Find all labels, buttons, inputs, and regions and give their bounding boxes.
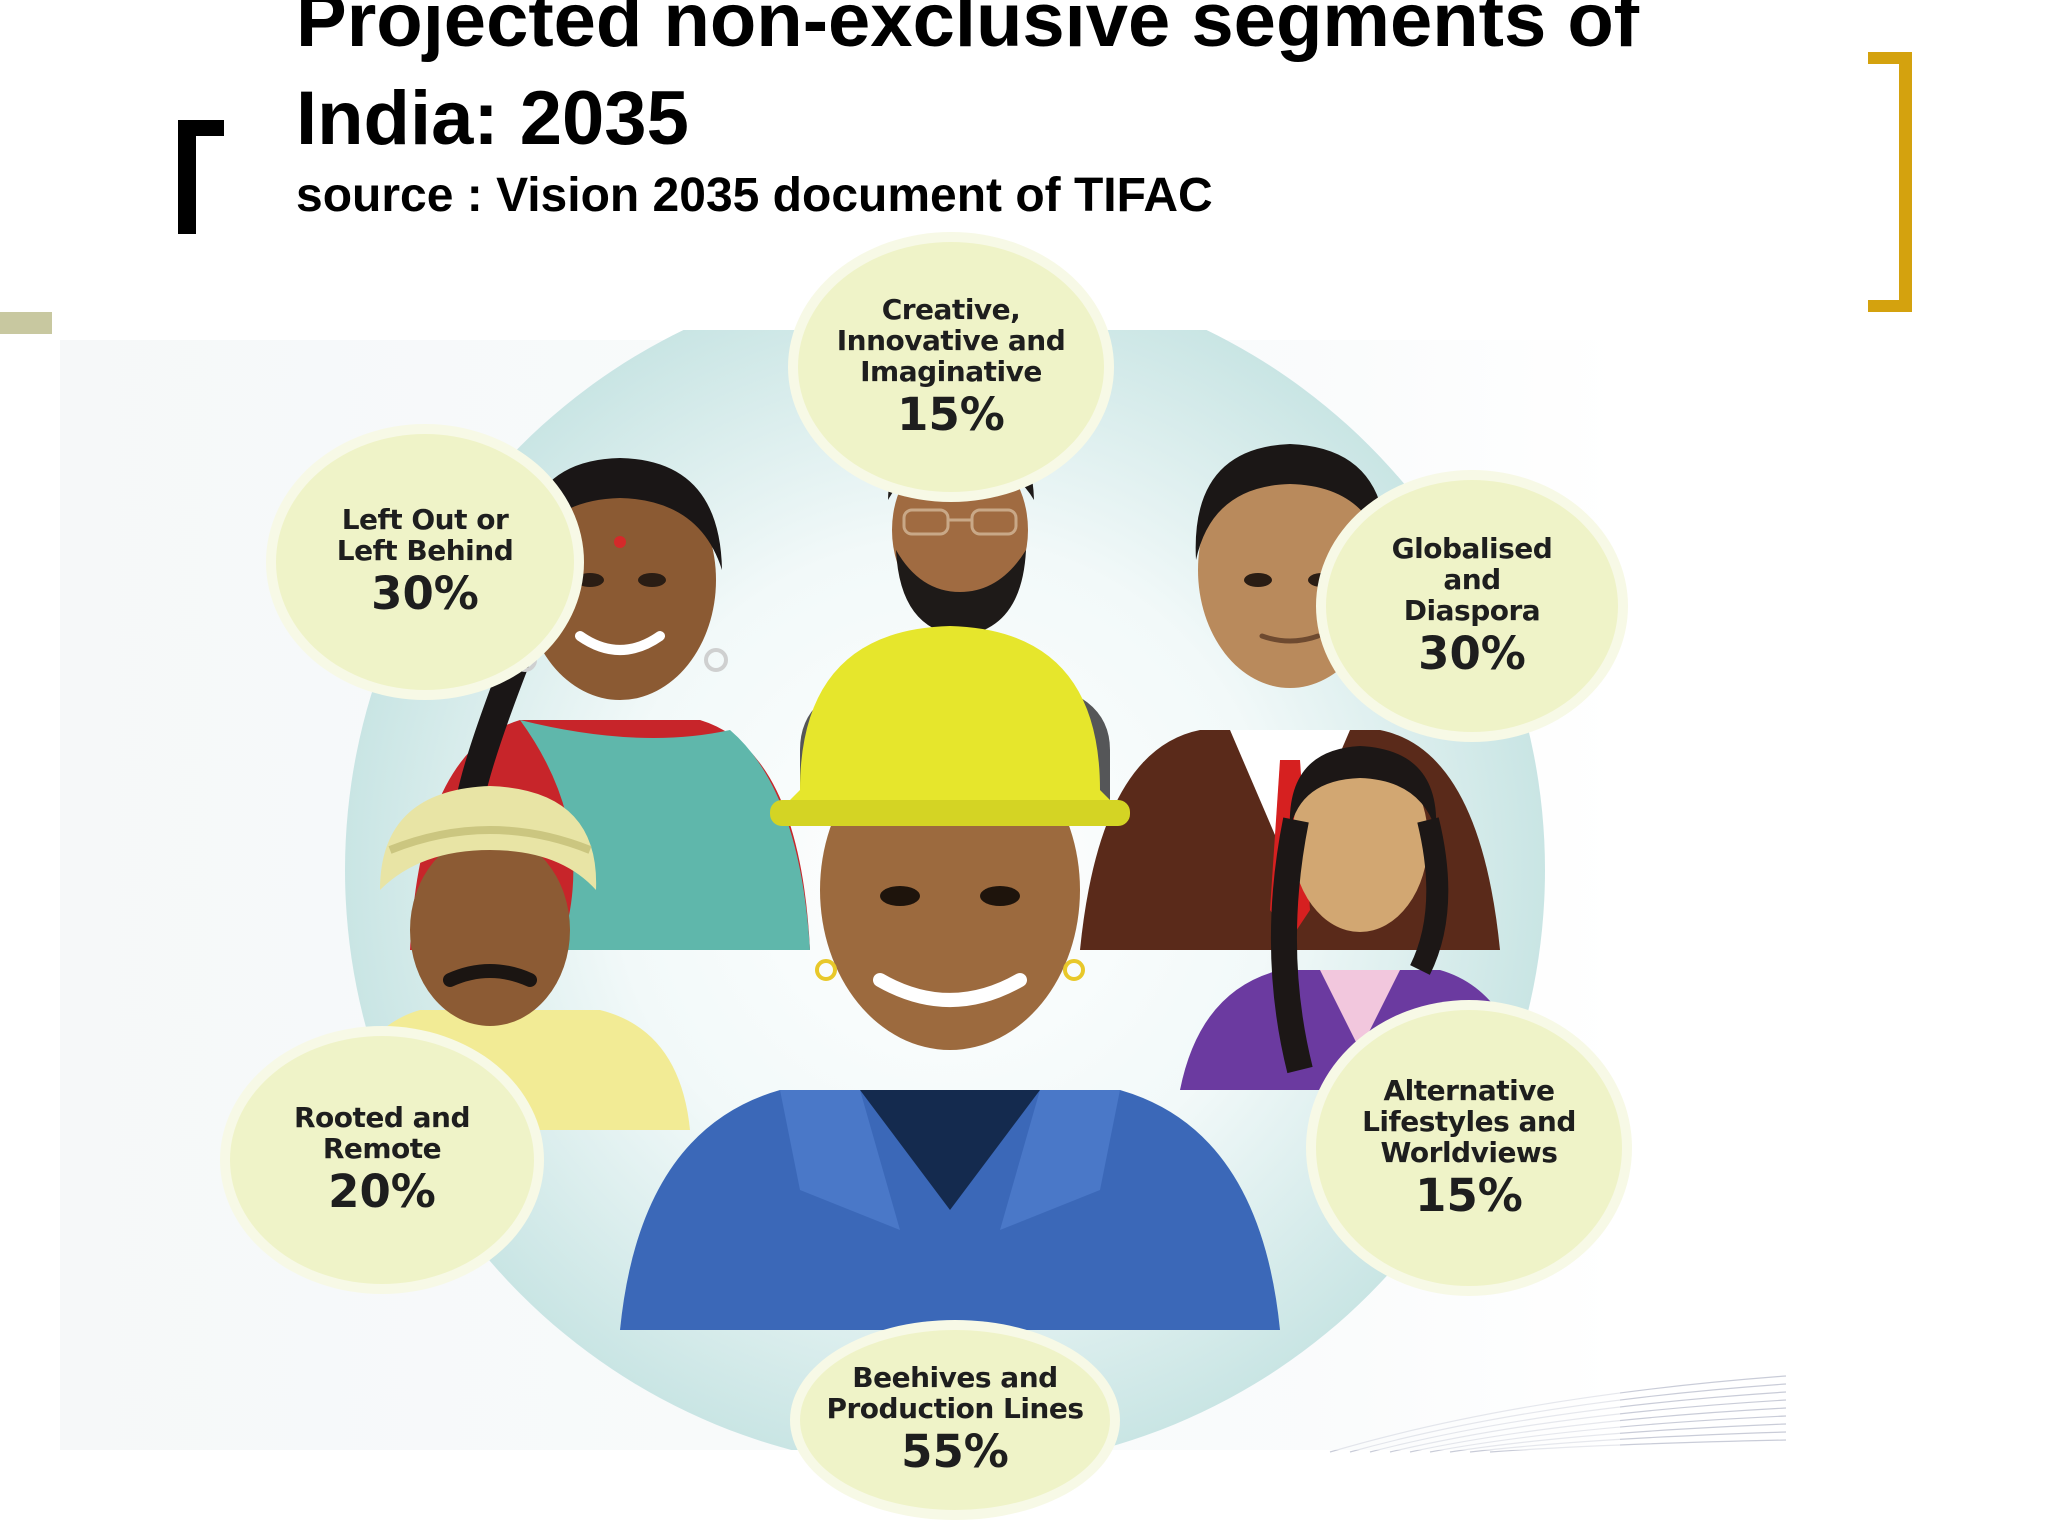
segment-bubble-left-out: Left Out or Left Behind 30%	[276, 434, 574, 690]
segment-percent: 30%	[1418, 626, 1526, 680]
segment-bubble-beehives: Beehives and Production Lines 55%	[800, 1330, 1110, 1510]
segment-label: Rooted and Remote	[293, 1101, 471, 1165]
segment-bubble-alternative: Alternative Lifestyles and Worldviews 15…	[1316, 1010, 1622, 1286]
title-block: Projected non-exclusive segments of Indi…	[296, 0, 1856, 224]
segment-label: Left Out or Left Behind	[336, 503, 514, 567]
segment-bubble-creative: Creative, Innovative and Imaginative 15%	[798, 242, 1104, 492]
segment-bubble-globalised: Globalised and Diaspora 30%	[1326, 480, 1618, 732]
turban-man-figure	[340, 786, 690, 1130]
segment-label: Beehives and Production Lines	[826, 1361, 1084, 1425]
segment-percent: 15%	[1415, 1168, 1523, 1222]
slide-title: Projected non-exclusive segments of Indi…	[296, 0, 1640, 161]
side-accent-bar	[0, 312, 52, 334]
segment-bubble-rooted: Rooted and Remote 20%	[230, 1036, 534, 1284]
segment-percent: 15%	[897, 387, 1005, 441]
young-woman-figure	[1180, 746, 1530, 1090]
segment-percent: 30%	[371, 567, 479, 620]
slide-subtitle: source : Vision 2035 document of TIFAC	[296, 169, 1213, 222]
right-bracket-icon	[1868, 52, 1912, 312]
segment-percent: 55%	[901, 1425, 1009, 1478]
segment-label: Creative, Innovative and Imaginative	[836, 292, 1066, 388]
left-bracket-icon	[178, 120, 224, 234]
segment-label: Alternative Lifestyles and Worldviews	[1362, 1073, 1576, 1169]
segment-percent: 20%	[328, 1165, 436, 1218]
worker-hardhat-figure	[620, 626, 1280, 1330]
segments-diagram: Creative, Innovative and Imaginative 15%…	[0, 242, 1810, 1510]
segment-label: Globalised and Diaspora	[1391, 531, 1553, 627]
